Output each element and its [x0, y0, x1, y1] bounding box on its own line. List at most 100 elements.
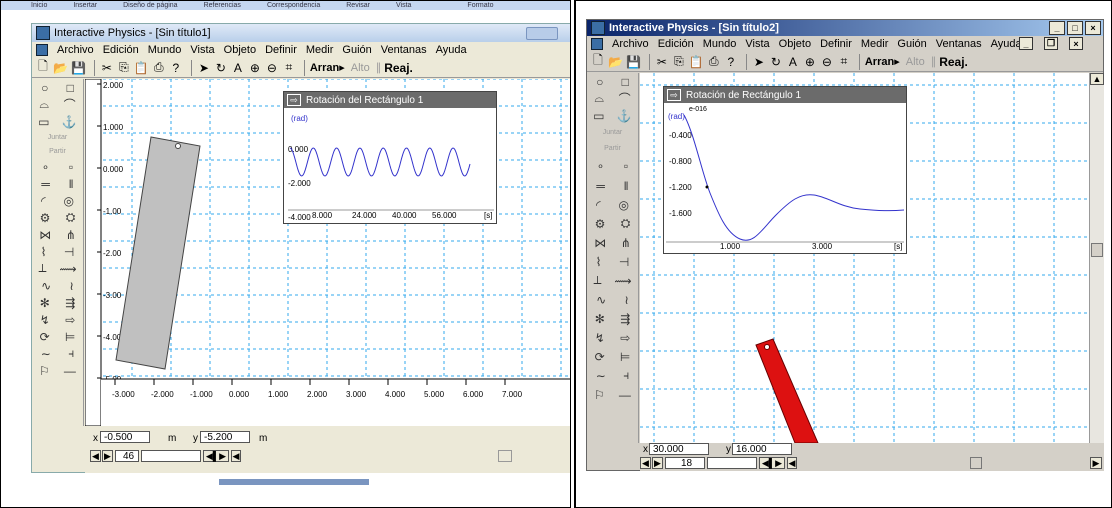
rotation-meter[interactable]: ⇨ Rotación del Rectángulo 1 (rad) 0.000 -2… — [283, 91, 497, 224]
menu-definir[interactable]: Definir — [820, 38, 852, 50]
anchor-tool-icon[interactable]: ⚓ — [61, 114, 77, 129]
rope2-tool-icon[interactable]: ⟿ — [614, 273, 632, 288]
maximize-icon[interactable]: □ — [1067, 21, 1083, 35]
bar-tool-icon[interactable]: ⊨ — [64, 329, 76, 344]
slot-tool-icon[interactable]: ═ — [596, 178, 605, 193]
zoom-out-icon[interactable]: ⊖ — [821, 54, 832, 69]
frame-counter[interactable]: 46 — [115, 450, 139, 462]
copy-icon[interactable]: ⎘ — [674, 54, 684, 68]
step-forward-button[interactable]: ▶ — [652, 457, 663, 469]
window-controls[interactable] — [526, 27, 558, 40]
doc-icon[interactable] — [36, 44, 48, 56]
spring2-tool-icon[interactable]: ∿ — [596, 292, 607, 307]
square-tool-icon[interactable]: ▭ — [593, 108, 605, 123]
ribbon-tab[interactable]: Vista — [395, 2, 412, 9]
meter-title-bar-2[interactable]: ⇨ Rotación de Rectángulo 1 — [664, 87, 906, 103]
minimize-icon[interactable]: _ — [1049, 21, 1065, 35]
zoom-out-icon[interactable]: ⊖ — [266, 60, 277, 75]
spring-tool-icon[interactable]: ⌇ — [40, 244, 47, 259]
menu-medir[interactable]: Medir — [305, 44, 334, 56]
tape-controls[interactable]: ◀▌▶ — [203, 450, 229, 462]
copy-icon[interactable]: ⎘ — [119, 60, 129, 74]
tape-slider[interactable] — [141, 450, 201, 462]
ribbon-tab[interactable]: Formato — [467, 2, 494, 9]
rotation-meter-2[interactable]: ⇨ Rotación de Rectángulo 1 e-016 (rad) -0.… — [663, 86, 907, 254]
menu-mundo[interactable]: Mundo — [702, 38, 737, 50]
title-bar-2[interactable]: Interactive Physics - [Sin título2] _ □ … — [587, 20, 1103, 36]
pointer-icon[interactable]: ➤ — [198, 60, 209, 75]
ribbon-tab[interactable]: Diseño de página — [123, 2, 178, 9]
rope2-tool-icon[interactable]: ⟿ — [59, 261, 77, 276]
vertical-scrollbar[interactable]: ▲ ▼ — [1089, 73, 1104, 458]
curved-slot-tool-icon[interactable]: ◜ — [40, 193, 46, 208]
pointer-icon[interactable]: ➤ — [753, 54, 764, 69]
force-tool-icon[interactable]: ↯ — [594, 330, 605, 345]
wave-force-icon[interactable]: ∼ — [40, 346, 51, 361]
run-button[interactable]: Arran — [864, 55, 895, 68]
stop-button[interactable]: Alto — [350, 61, 370, 74]
stop-button[interactable]: Alto — [905, 55, 925, 68]
damper-tool-icon[interactable]: ⊣ — [618, 254, 630, 269]
text-tool-icon[interactable]: A — [233, 60, 242, 75]
x-coordinate-field[interactable]: -0.500 — [100, 431, 150, 443]
tape-controls[interactable]: ◀▌▶ — [759, 457, 785, 469]
wave-force-icon[interactable]: ∼ — [595, 368, 606, 383]
actuator-tool-icon[interactable]: ⇶ — [65, 295, 76, 310]
join-button[interactable]: Juntar — [47, 133, 68, 141]
torque-tool-icon[interactable]: ⟳ — [39, 329, 50, 344]
flag-tool-icon[interactable]: ⚐ — [39, 363, 50, 378]
wave-tool-icon[interactable]: ≀ — [69, 278, 74, 293]
pulley-tool-icon[interactable]: ⛭ — [65, 210, 76, 224]
square-point-tool-icon[interactable]: ▫ — [623, 159, 629, 173]
square-point-tool-icon[interactable]: ▫ — [68, 159, 74, 174]
menu-guion[interactable]: Guión — [897, 38, 927, 50]
y-coordinate-field[interactable]: 16.000 — [732, 443, 792, 455]
text-tool-icon[interactable]: A — [788, 54, 797, 69]
ribbon-tab[interactable]: Revisar — [346, 2, 370, 9]
point-tool-icon[interactable]: ∘ — [41, 159, 50, 174]
pin-joint-tool-icon[interactable]: ◎ — [63, 193, 75, 208]
zoom-in-icon[interactable]: ⊕ — [249, 60, 260, 75]
menu-medir[interactable]: Medir — [860, 38, 889, 50]
new-file-icon[interactable]: 🗋 — [38, 59, 48, 73]
menu-ayuda[interactable]: Ayuda — [990, 38, 1022, 50]
spring2-tool-icon[interactable]: ∿ — [41, 278, 52, 293]
menu-ayuda[interactable]: Ayuda — [435, 44, 467, 56]
force-tool-icon[interactable]: ↯ — [39, 312, 50, 327]
menu-vista[interactable]: Vista — [745, 38, 770, 50]
arrow-force-icon[interactable]: ⇨ — [65, 312, 76, 327]
pin-joint-tool-icon[interactable]: ◎ — [618, 197, 630, 212]
run-button[interactable]: Arran — [309, 61, 340, 74]
ribbon-tab[interactable]: Inicio — [31, 2, 48, 9]
ribbon-tab[interactable]: Referencias — [203, 2, 241, 9]
doc-close-icon[interactable]: × — [1069, 37, 1083, 50]
slot-tool-icon[interactable]: ═ — [41, 176, 50, 191]
doc-minimize-icon[interactable]: _ — [1019, 37, 1033, 50]
rotate-icon[interactable]: ↻ — [215, 60, 226, 75]
rod-tool-icon[interactable]: ⟂ — [593, 273, 602, 287]
curve-tool-icon[interactable]: ⌒ — [63, 98, 76, 112]
bar-tool-icon[interactable]: ⊨ — [619, 349, 631, 364]
reset-button[interactable]: Reaj. — [939, 54, 968, 69]
curve-tool-icon[interactable]: ⌒ — [618, 92, 631, 106]
line-tool-icon[interactable]: — — [63, 363, 76, 378]
print-icon[interactable]: ⎙ — [709, 54, 719, 68]
paste-icon[interactable]: 📋 — [133, 60, 149, 75]
split-button[interactable]: Partir — [604, 144, 621, 152]
tape-slider[interactable] — [707, 457, 757, 469]
hscroll-thumb[interactable] — [970, 457, 982, 469]
menu-archivo[interactable]: Archivo — [612, 38, 649, 50]
scroll-right-button[interactable]: ▶ — [1090, 457, 1102, 469]
rod-tool-icon[interactable]: ⟂ — [38, 261, 47, 275]
cut-icon[interactable]: ✂ — [656, 54, 667, 69]
menu-objeto[interactable]: Objeto — [223, 44, 257, 56]
zoom-in-icon[interactable]: ⊕ — [804, 54, 815, 69]
spring-tool-icon[interactable]: ⌇ — [595, 254, 602, 269]
meter-arrow-icon[interactable]: ⇨ — [667, 89, 681, 101]
gear-tool-icon[interactable]: ⚙ — [39, 210, 51, 225]
rotate-icon[interactable]: ↻ — [770, 54, 781, 69]
open-folder-icon[interactable]: 📂 — [53, 60, 68, 75]
pulley-tool-icon[interactable]: ⛭ — [620, 216, 631, 230]
line-tool-icon[interactable]: — — [618, 387, 631, 402]
rectangle-tool-icon[interactable]: □ — [621, 74, 629, 89]
